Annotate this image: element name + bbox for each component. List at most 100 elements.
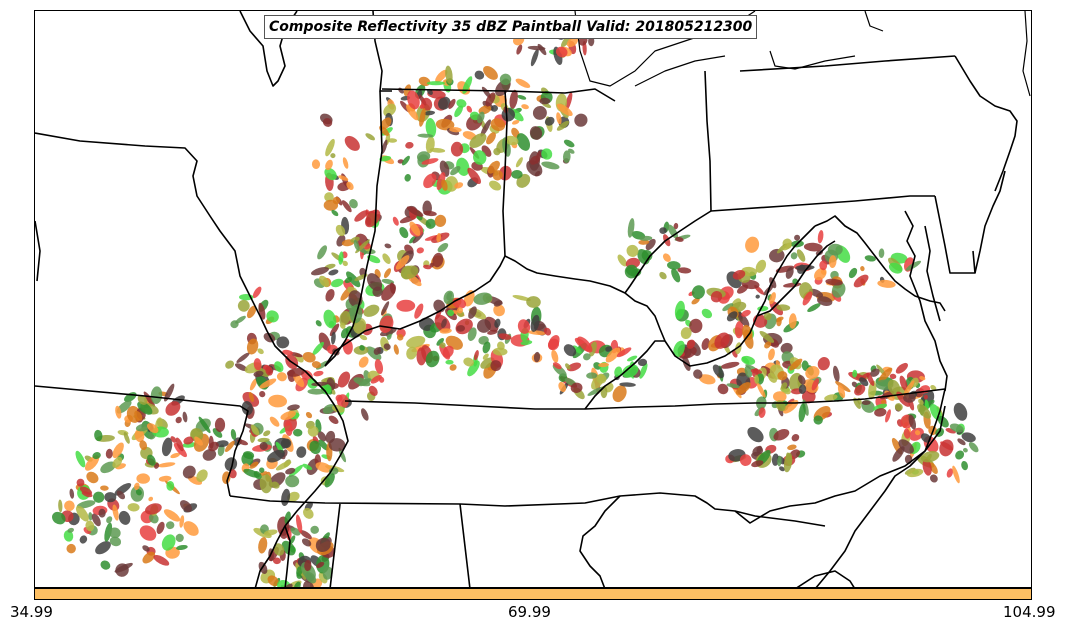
reflectivity-blob [555,46,568,58]
reflectivity-blob [803,242,823,252]
reflectivity-blob [888,262,903,274]
reflectivity-blob [435,69,448,83]
reflectivity-blob [919,376,926,381]
reflectivity-blob [780,342,793,354]
reflectivity-blob [899,375,908,392]
ms-river-south [284,525,291,587]
reflectivity-blob [673,222,679,230]
alabama-mississippi-border [329,503,341,587]
reflectivity-blob [156,521,165,534]
reflectivity-blob [425,218,436,229]
reflectivity-blob [225,360,235,369]
reflectivity-blob [86,471,99,484]
reflectivity-blob [596,374,607,384]
reflectivity-blob [269,416,280,427]
reflectivity-blob [586,372,598,379]
reflectivity-blob [752,368,759,378]
reflectivity-blob [751,460,764,468]
reflectivity-blob [85,520,95,532]
reflectivity-blob [701,338,710,351]
reflectivity-blob [280,438,292,449]
reflectivity-blob [338,175,349,181]
reflectivity-blob [363,304,380,317]
reflectivity-blob [164,383,175,402]
pennsylvania-ny-border [739,55,956,72]
reflectivity-blob [698,374,716,385]
reflectivity-blob [212,428,223,438]
reflectivity-blob [605,347,621,363]
reflectivity-blob [393,344,399,355]
reflectivity-blob [134,429,145,443]
reflectivity-blob [872,403,888,411]
reflectivity-blob [437,242,449,253]
reflectivity-blob [880,399,886,404]
reflectivity-blob [338,447,347,463]
reflectivity-blob [837,384,846,399]
reflectivity-blob [957,438,966,446]
reflectivity-blob [175,416,182,424]
reflectivity-blob [563,344,577,357]
reflectivity-blob [432,252,444,268]
reflectivity-blob [91,513,101,527]
reflectivity-blob [474,70,485,80]
reflectivity-blob [759,330,775,343]
reflectivity-blob [454,182,464,189]
reflectivity-blob [214,417,226,433]
reflectivity-blob [473,150,487,165]
reflectivity-blob [563,139,575,148]
reflectivity-blob [903,428,911,439]
reflectivity-blob [305,412,313,419]
map-panel [34,10,1032,588]
reflectivity-blob [712,364,725,379]
reflectivity-blob [139,440,148,451]
reflectivity-blob [145,503,162,515]
reflectivity-blob [342,157,349,169]
reflectivity-blob [790,252,798,260]
reflectivity-blob [58,499,63,513]
reflectivity-blob [293,428,303,437]
reflectivity-blob [112,456,123,468]
reflectivity-blob [777,371,788,381]
reflectivity-blob [354,273,368,282]
reflectivity-blob [819,260,828,271]
reflectivity-blob [324,192,334,202]
reflectivity-blob [616,347,632,358]
reflectivity-blob [406,346,418,360]
reflectivity-blob [467,327,477,341]
reflectivity-blob [450,141,464,157]
reflectivity-blob [787,444,797,451]
colorbar [34,588,1032,600]
reflectivity-blob [335,224,346,237]
reflectivity-blob [773,391,787,402]
reflectivity-blob [98,508,106,518]
reflectivity-blob [316,561,325,569]
reflectivity-blob [104,522,113,542]
reflectivity-blob [249,378,258,391]
reflectivity-blob [532,105,547,120]
reflectivity-blob [182,465,196,479]
reflectivity-blob [605,346,612,352]
reflectivity-blob [726,311,738,322]
reflectivity-blob [346,181,354,190]
reflectivity-blob [187,475,203,485]
reflectivity-blob [955,450,965,460]
reflectivity-blob [179,500,193,513]
reflectivity-blob [150,386,163,404]
reflectivity-blob [570,382,583,394]
reflectivity-blob [577,336,593,353]
paintball-layer [52,16,979,587]
reflectivity-blob [380,328,397,337]
reflectivity-blob [353,377,371,387]
reflectivity-blob [780,382,788,390]
reflectivity-blob [462,131,477,140]
reflectivity-blob [275,460,292,471]
reflectivity-blob [136,473,150,484]
reflectivity-blob [517,319,531,334]
reflectivity-blob [744,365,753,378]
reflectivity-blob [894,403,903,411]
reflectivity-blob [490,105,498,112]
reflectivity-blob [898,439,914,454]
reflectivity-blob [142,551,156,564]
reflectivity-blob [533,351,541,363]
reflectivity-blob [504,135,519,146]
